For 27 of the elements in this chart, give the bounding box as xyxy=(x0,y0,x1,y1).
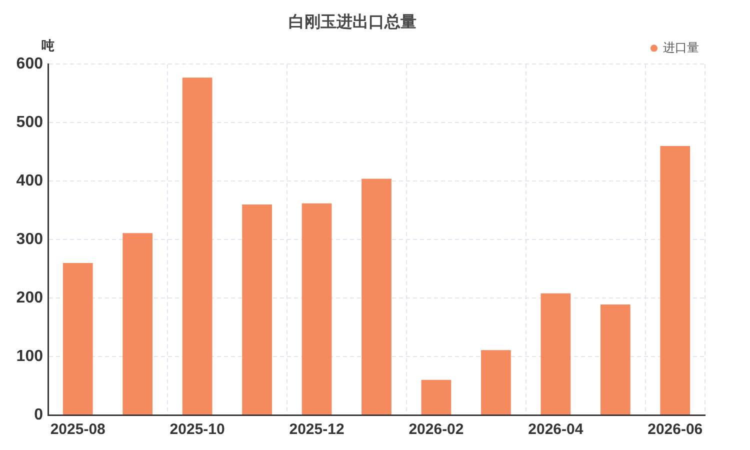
y-tick-label: 300 xyxy=(16,231,44,248)
y-tick-label: 200 xyxy=(16,289,44,306)
y-tick-label: 500 xyxy=(16,114,44,132)
bar xyxy=(122,233,153,414)
bar xyxy=(481,350,511,414)
bar xyxy=(182,78,212,414)
bar xyxy=(660,146,690,414)
x-tick-label: 2026-06 xyxy=(648,421,703,438)
bar xyxy=(421,380,452,414)
y-axis-title: 吨 xyxy=(42,38,54,53)
y-tick-label: 0 xyxy=(34,406,44,424)
bar xyxy=(302,203,332,414)
bar xyxy=(62,262,93,414)
x-tick-label: 2025-12 xyxy=(289,421,344,438)
bar xyxy=(600,304,630,414)
x-tick-label: 2026-02 xyxy=(408,421,464,438)
legend-label: 进口量 xyxy=(663,40,699,55)
x-tick-label: 2025-10 xyxy=(170,421,225,438)
bar xyxy=(362,178,392,414)
y-tick-label: 600 xyxy=(16,56,44,73)
y-tick-label: 400 xyxy=(16,172,44,190)
bar xyxy=(540,293,571,414)
bar xyxy=(242,204,272,414)
x-tick-label: 2026-04 xyxy=(528,421,584,438)
chart-title: 白刚玉进出口总量 xyxy=(288,13,416,32)
y-tick-label: 100 xyxy=(16,348,44,365)
x-tick-label: 2025-08 xyxy=(50,421,106,438)
